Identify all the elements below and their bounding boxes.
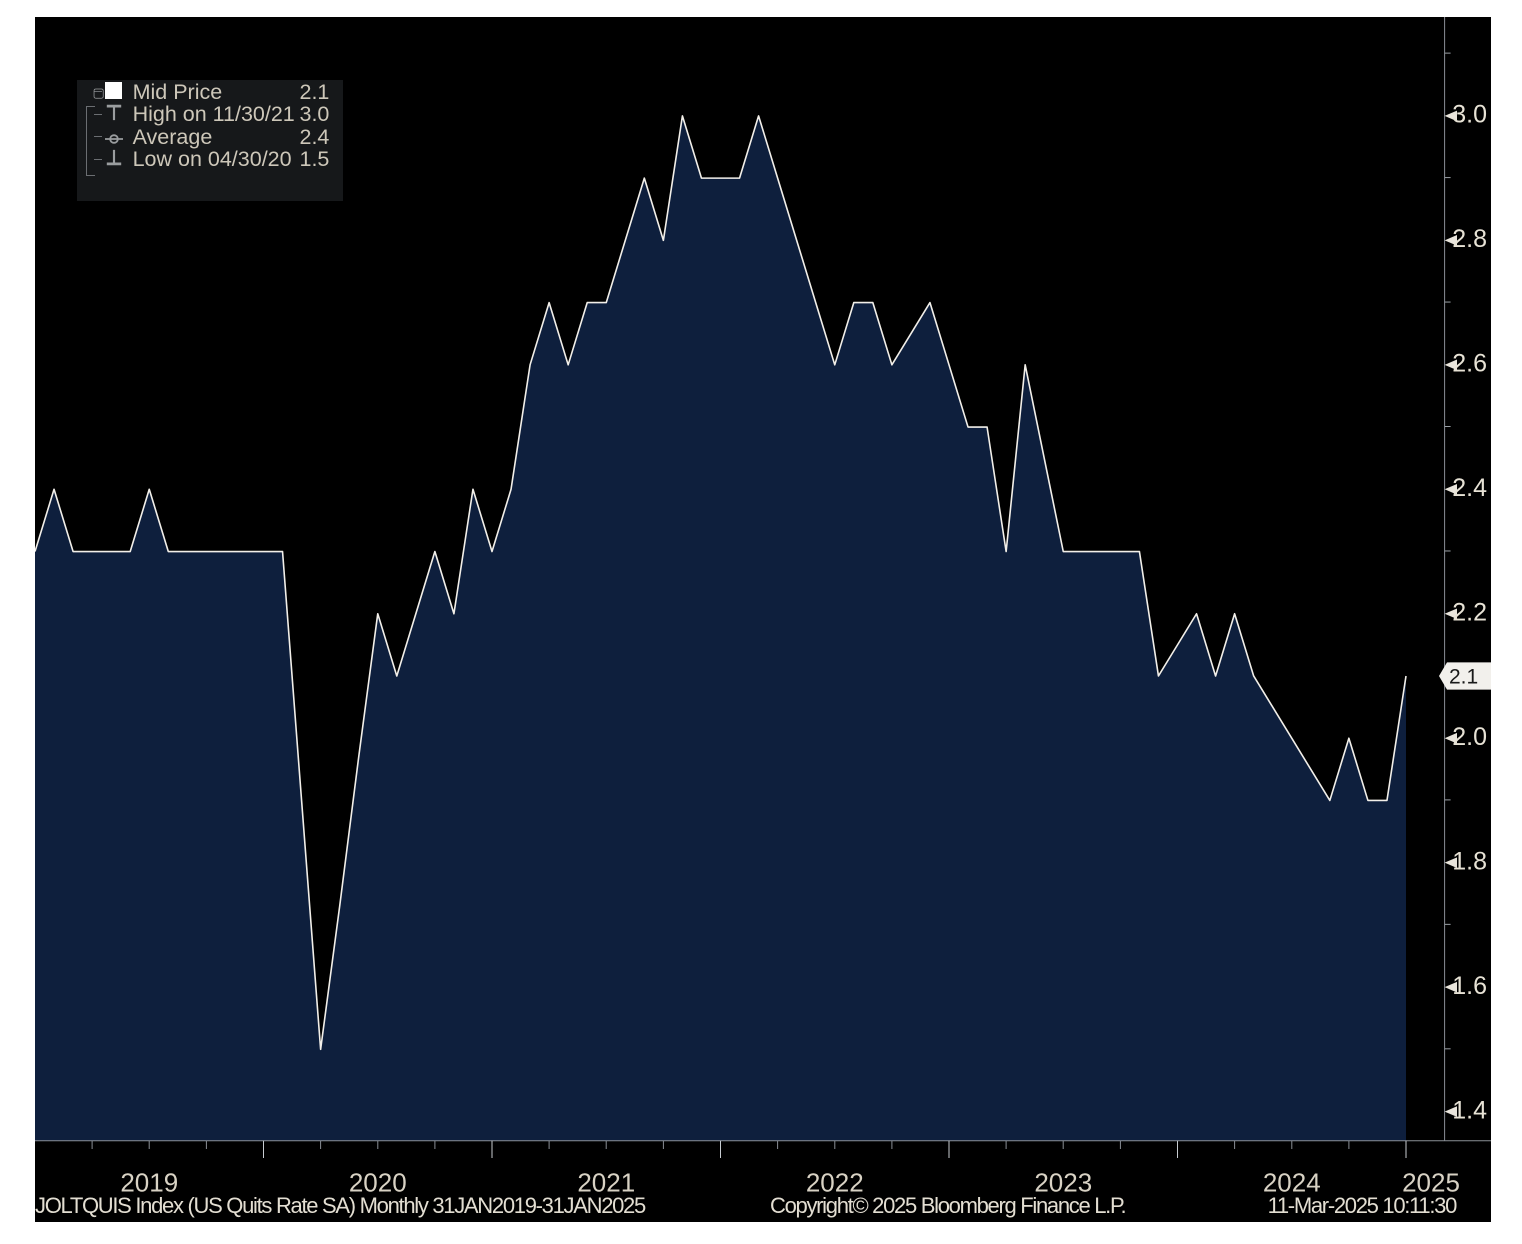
svg-text:2.6: 2.6 — [1452, 350, 1487, 378]
svg-text:3.0: 3.0 — [1452, 101, 1487, 129]
svg-text:Copyright© 2025 Bloomberg Fina: Copyright© 2025 Bloomberg Finance L.P. — [770, 1193, 1126, 1218]
svg-text:2.2: 2.2 — [1452, 599, 1487, 627]
svg-text:1.4: 1.4 — [1452, 1097, 1487, 1125]
svg-text:2.8: 2.8 — [1452, 225, 1487, 253]
svg-text:1.8: 1.8 — [1452, 848, 1487, 876]
svg-text:1.6: 1.6 — [1452, 972, 1487, 1000]
svg-text:2.0: 2.0 — [1452, 723, 1487, 751]
svg-text:2.1: 2.1 — [1449, 666, 1478, 689]
svg-text:11-Mar-2025 10:11:30: 11-Mar-2025 10:11:30 — [1268, 1193, 1458, 1218]
svg-text:JOLTQUIS Index (US Quits Rate: JOLTQUIS Index (US Quits Rate SA) Monthl… — [35, 1193, 646, 1218]
svg-text:2.4: 2.4 — [1452, 474, 1487, 502]
